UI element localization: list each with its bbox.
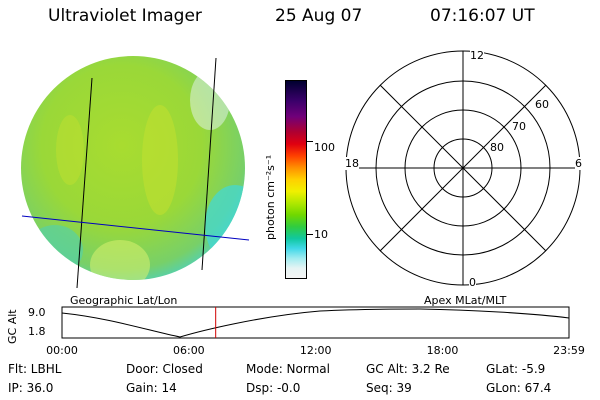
- timeline-xtick: 06:00: [172, 344, 205, 357]
- colorbar-tick: [307, 141, 313, 142]
- lat-label-60: 60: [535, 98, 549, 111]
- timeline-xtick: 00:00: [46, 344, 78, 357]
- info-mode: Mode: Normal: [246, 362, 330, 376]
- time-label: 07:16:07 UT: [430, 6, 535, 26]
- info-filter: Flt: LBHL: [8, 362, 62, 376]
- instrument-title: Ultraviolet Imager: [48, 6, 202, 26]
- timeline-xtick: 23:59: [553, 344, 585, 357]
- equator-line: [21, 215, 250, 241]
- info-dsp: Dsp: -0.0: [246, 381, 301, 395]
- longitude-line: [76, 77, 93, 289]
- geographic-label: Geographic Lat/Lon: [70, 294, 178, 307]
- colorbar-tick-100: 100: [314, 141, 335, 154]
- earth-disk: [21, 56, 245, 280]
- info-gain: Gain: 14: [126, 381, 177, 395]
- info-door: Door: Closed: [126, 362, 203, 376]
- info-glon: GLon: 67.4: [486, 381, 552, 395]
- timeline-ytick-9: 9.0: [28, 306, 46, 319]
- mlt-label-0: 0: [469, 276, 476, 289]
- colorbar-tick: [307, 234, 313, 235]
- colorbar: [285, 80, 307, 279]
- timeline-xtick: 12:00: [299, 344, 332, 357]
- info-gc-alt: GC Alt: 3.2 Re: [366, 362, 450, 376]
- colorbar-tick-10: 10: [314, 228, 328, 241]
- mlt-label-6: 6: [575, 157, 582, 170]
- lat-label-70: 70: [512, 120, 526, 133]
- info-glat: GLat: -5.9: [486, 362, 546, 376]
- lat-label-80: 80: [490, 141, 504, 154]
- info-seq: Seq: 39: [366, 381, 412, 395]
- timeline-ytick-1: 1.8: [28, 325, 46, 338]
- timeline-xtick: 18:00: [426, 344, 459, 357]
- longitude-line: [201, 57, 217, 271]
- mlt-label-18: 18: [345, 157, 359, 170]
- date-label: 25 Aug 07: [275, 6, 363, 26]
- apex-label: Apex MLat/MLT: [424, 294, 507, 307]
- altitude-curve: [61, 308, 570, 338]
- mlt-label-12: 12: [470, 49, 484, 62]
- info-ip: IP: 36.0: [8, 381, 54, 395]
